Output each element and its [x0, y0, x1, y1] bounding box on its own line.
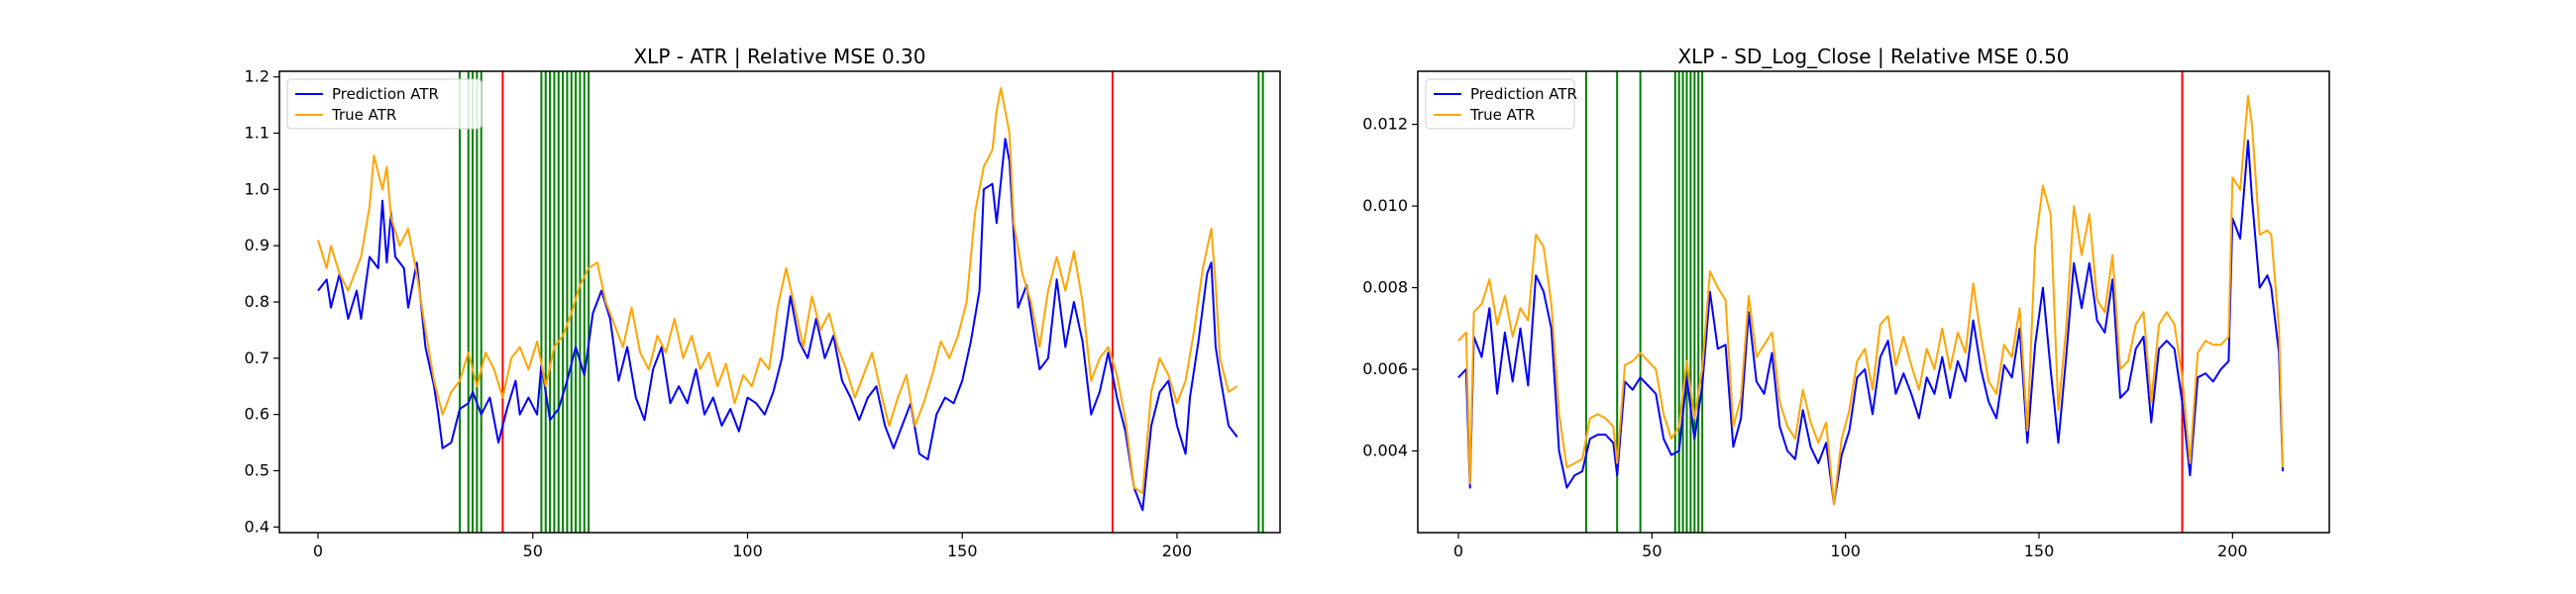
y-tick-label: 0.010 [1362, 196, 1408, 215]
legend: Prediction ATR True ATR [1425, 78, 1577, 130]
x-tick-label: 100 [732, 542, 763, 560]
series-line-true [317, 87, 1238, 495]
plot-marks [1457, 71, 2285, 533]
plot-marks [317, 71, 1264, 533]
legend-label-prediction: Prediction ATR [332, 85, 439, 103]
x-tick-label: 0 [313, 542, 323, 560]
series-line-prediction [1457, 140, 2285, 506]
x-tick-label: 50 [523, 542, 543, 560]
legend: Prediction ATR True ATR [286, 78, 483, 130]
y-tick-label: 0.004 [1362, 442, 1408, 460]
y-tick-label: 1.0 [245, 179, 269, 198]
series-line-true [1457, 94, 2285, 506]
y-tick-label: 0.8 [245, 292, 269, 311]
legend-box [1425, 78, 1575, 130]
y-tick-label: 1.1 [245, 124, 269, 143]
chart-title: XLP - ATR | Relative MSE 0.30 [633, 45, 925, 68]
x-tick-label: 50 [1642, 542, 1662, 560]
y-tick-label: 0.006 [1362, 359, 1408, 378]
chart-title: XLP - SD_Log_Close | Relative MSE 0.50 [1677, 45, 2069, 68]
legend-label-prediction: Prediction ATR [1470, 85, 1577, 103]
y-tick-label: 0.9 [245, 236, 269, 254]
chart-atr: XLP - ATR | Relative MSE 0.30 0 50 100 150 2… [245, 45, 1281, 560]
y-tick-label: 0.4 [245, 517, 269, 536]
x-tick-label: 150 [947, 542, 978, 560]
y-tick-label: 0.008 [1362, 278, 1408, 297]
legend-box [286, 78, 483, 130]
legend-label-true: True ATR [1469, 106, 1535, 124]
x-tick-label: 0 [1453, 542, 1463, 560]
plot-frame [1417, 70, 2330, 534]
chart-sd-log-close: XLP - SD_Log_Close | Relative MSE 0.50 0… [1362, 45, 2330, 560]
y-tick-label: 0.6 [245, 405, 269, 424]
series-line-prediction [317, 138, 1238, 512]
y-tick-label: 1.2 [245, 67, 269, 86]
axis-ticks: 0 50 100 150 200 0.4 0.5 0.6 0.7 0.8 0.9 1.0 1.1 1.2 [245, 67, 1193, 560]
x-tick-label: 200 [2217, 542, 2248, 560]
legend-label-true: True ATR [331, 106, 396, 124]
y-tick-label: 0.012 [1362, 115, 1408, 134]
y-tick-label: 0.5 [245, 460, 269, 479]
x-tick-label: 100 [1830, 542, 1861, 560]
x-tick-label: 200 [1162, 542, 1193, 560]
axis-ticks: 0 50 100 150 200 0.004 0.006 0.008 0.010 0.012 [1362, 115, 2247, 560]
x-tick-label: 150 [2024, 542, 2055, 560]
y-tick-label: 0.7 [245, 348, 269, 367]
